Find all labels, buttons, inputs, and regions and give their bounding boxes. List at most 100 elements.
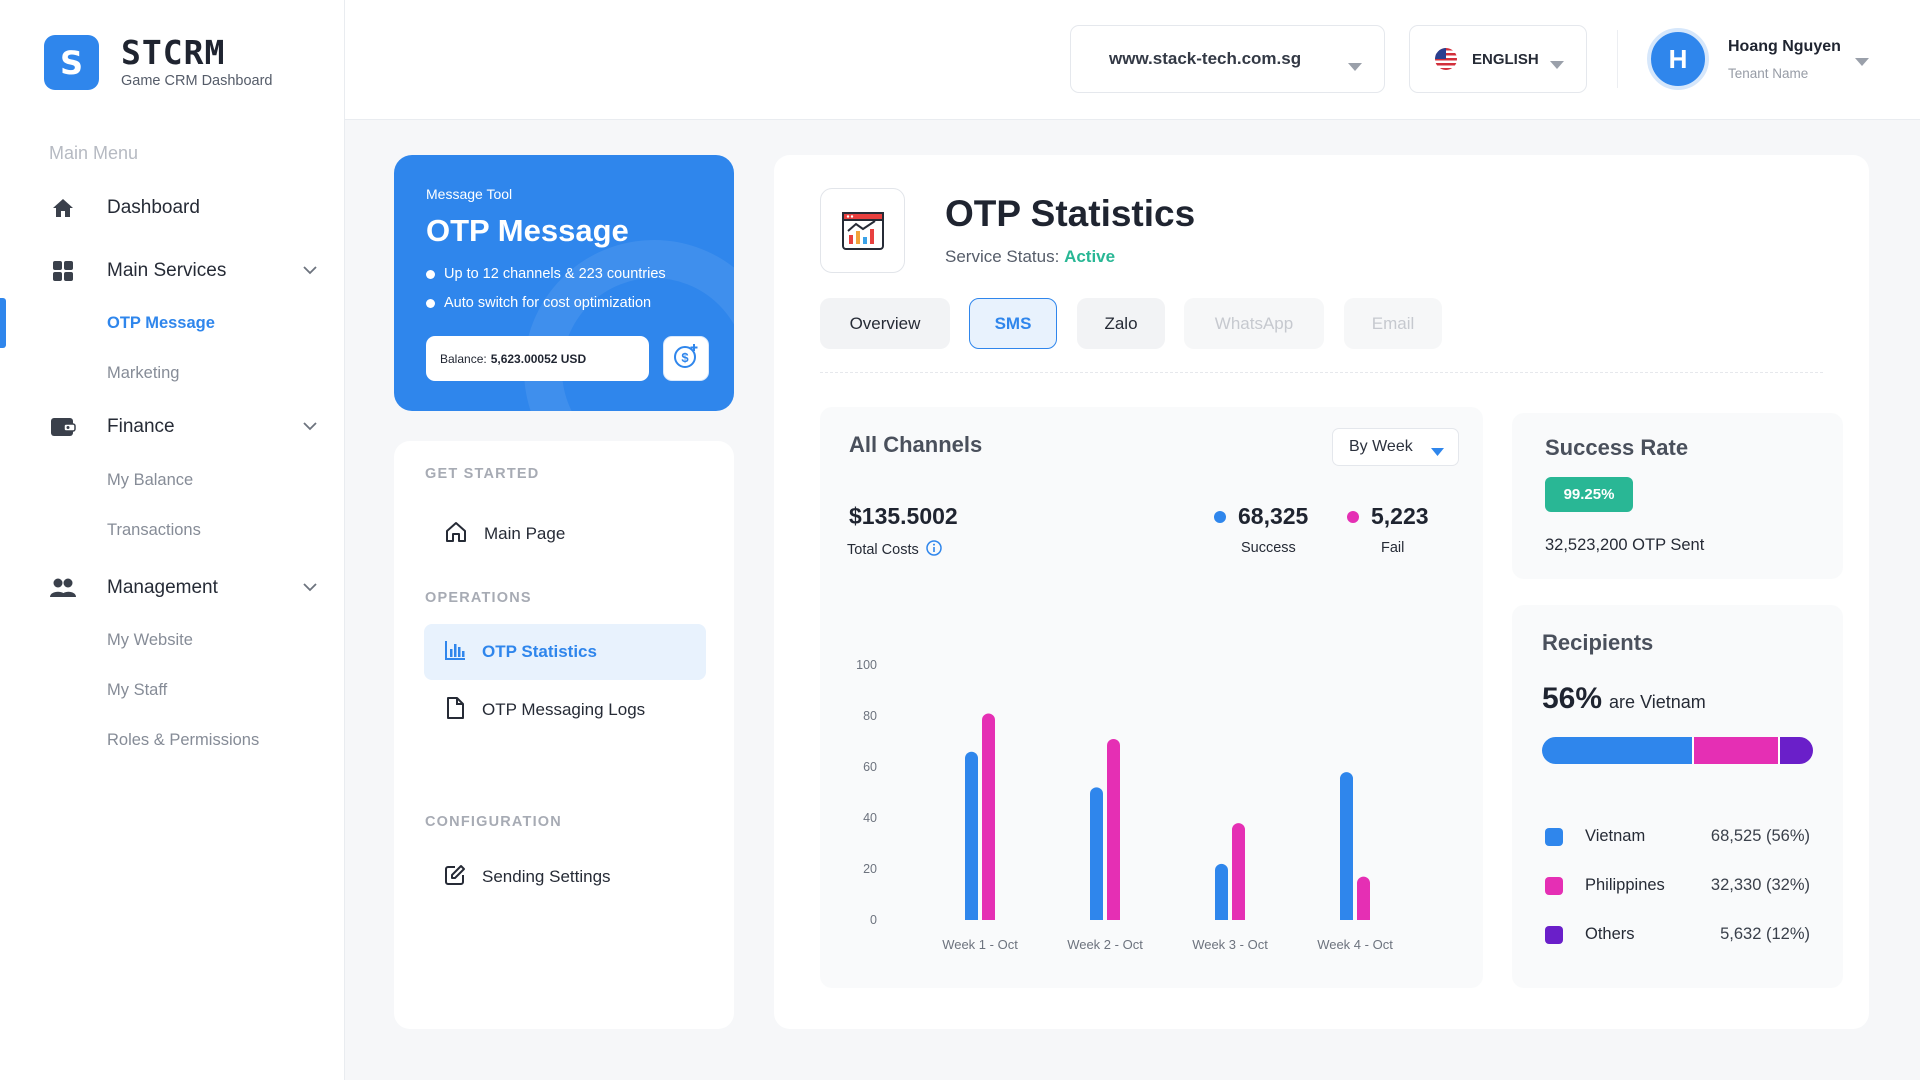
domain-select[interactable]: www.stack-tech.com.sg — [1070, 25, 1385, 93]
x-tick-label: Week 1 - Oct — [942, 937, 1018, 952]
sidebar-item-label: Main Services — [107, 260, 227, 281]
user-menu-caret-icon[interactable] — [1855, 53, 1869, 71]
bar-segment-vietnam — [1542, 737, 1694, 764]
recipients-pct-text: are Vietnam — [1609, 692, 1706, 712]
y-tick-label: 40 — [863, 811, 877, 825]
y-tick-label: 60 — [863, 760, 877, 774]
promo-subtitle: Message Tool — [426, 186, 513, 202]
otp-statistics-card: OTP Statistics Service Status: Active Ov… — [774, 155, 1869, 1029]
info-icon[interactable] — [925, 540, 942, 560]
language-value: ENGLISH — [1472, 50, 1539, 68]
recipients-distribution-bar — [1542, 737, 1813, 764]
page-title: OTP Statistics — [945, 193, 1196, 234]
sidebar-subitem-my-staff[interactable]: My Staff — [107, 681, 168, 699]
country-value: 68,525 (56%) — [1710, 827, 1810, 845]
document-icon — [444, 696, 466, 725]
menu-title: Main Menu — [49, 143, 139, 163]
sidebar-subitem-my-balance[interactable]: My Balance — [107, 471, 194, 489]
user-name: Hoang Nguyen — [1728, 38, 1841, 55]
home-icon — [48, 193, 78, 223]
divider — [820, 372, 1823, 373]
bar-chart-icon — [444, 639, 466, 666]
fail-label: Fail — [1381, 540, 1405, 556]
home-outline-icon — [444, 520, 468, 549]
users-icon — [48, 573, 78, 603]
sidebar-subitem-otp-message[interactable]: OTP Message — [107, 314, 215, 332]
sidebar-item-label: Management — [107, 577, 218, 598]
list-item-others: Others 5,632 (12%) — [1545, 925, 1810, 944]
menu-otp-statistics[interactable]: OTP Statistics — [424, 624, 706, 680]
menu-otp-messaging-logs[interactable]: OTP Messaging Logs — [424, 682, 706, 738]
menu-main-page[interactable]: Main Page — [424, 506, 706, 562]
period-select[interactable]: By Week — [1332, 428, 1459, 466]
tab-overview[interactable]: Overview — [820, 298, 950, 349]
list-item-philippines: Philippines 32,330 (32%) — [1545, 876, 1810, 895]
bar-fail-1 — [982, 713, 995, 920]
sidebar-item-management[interactable]: Management — [48, 573, 318, 603]
menu-sending-settings[interactable]: Sending Settings — [424, 849, 706, 905]
bar-chart: 0 20 40 60 80 100 Week 1 - Oct Week 2 - Oct Week… — [856, 658, 1393, 952]
balance-label: Balance: — [440, 351, 487, 366]
otp-promo-card: Message Tool OTP Message Up to 12 channe… — [394, 155, 734, 411]
bar-fail-2 — [1107, 738, 1120, 920]
sidebar-subitem-my-website[interactable]: My Website — [107, 631, 193, 649]
legend-dot-success — [1214, 510, 1226, 523]
total-costs-label: Total Costs — [847, 540, 942, 560]
section-operations: OPERATIONS — [425, 590, 532, 606]
avatar[interactable]: H — [1647, 28, 1709, 90]
chevron-down-icon[interactable] — [302, 579, 318, 600]
language-select[interactable]: ENGLISH — [1409, 25, 1587, 93]
y-tick-label: 0 — [870, 913, 877, 927]
menu-label: OTP Statistics — [482, 642, 597, 661]
status-label: Service Status: — [945, 247, 1060, 266]
bar-success-2 — [1090, 787, 1103, 920]
total-costs-value: $135.5002 — [849, 503, 958, 529]
list-item-vietnam: Vietnam 68,525 (56%) — [1545, 827, 1810, 846]
tab-whatsapp[interactable]: WhatsApp — [1184, 298, 1324, 349]
success-rate-badge: 99.25% — [1545, 477, 1633, 512]
country-name: Others — [1585, 925, 1635, 943]
chevron-down-icon[interactable] — [302, 262, 318, 283]
promo-title: OTP Message — [426, 213, 629, 248]
tab-email[interactable]: Email — [1344, 298, 1442, 349]
panel-title: All Channels — [849, 432, 983, 457]
add-balance-button[interactable]: $ — [663, 336, 709, 381]
x-tick-label: Week 2 - Oct — [1067, 937, 1143, 952]
sidebar-subitem-roles-permissions[interactable]: Roles & Permissions — [107, 731, 260, 749]
country-value: 32,330 (32%) — [1710, 876, 1810, 894]
legend-dot-fail — [1347, 510, 1359, 523]
top-header: www.stack-tech.com.sg ENGLISH — [345, 0, 1920, 120]
sidebar-subitem-transactions[interactable]: Transactions — [107, 521, 201, 539]
sidebar: S STCRM Game CRM Dashboard Main Menu Das… — [0, 0, 345, 1080]
fail-value: 5,223 — [1371, 503, 1429, 529]
otp-left-menu: GET STARTED Main Page OPERATIONS OTP Sta… — [394, 441, 734, 1029]
y-tick-label: 20 — [863, 862, 877, 876]
chevron-down-icon[interactable] — [302, 418, 318, 439]
sidebar-item-dashboard[interactable]: Dashboard — [48, 193, 318, 223]
status-badge: Active — [1064, 247, 1116, 266]
menu-label: Sending Settings — [482, 867, 611, 886]
service-status: Service Status: Active — [945, 247, 1115, 267]
section-configuration: CONFIGURATION — [425, 814, 562, 830]
coin-plus-icon: $ — [672, 342, 700, 375]
card-title: Recipients — [1542, 630, 1654, 655]
grid-icon — [48, 256, 78, 286]
recipients-headline: 56% are Vietnam — [1542, 682, 1706, 716]
otp-sent-count: 32,523,200 OTP Sent — [1545, 536, 1705, 554]
tab-sms[interactable]: SMS — [969, 298, 1057, 349]
sidebar-item-main-services[interactable]: Main Services — [48, 256, 318, 286]
legend-swatch — [1545, 876, 1563, 895]
sidebar-subitem-marketing[interactable]: Marketing — [107, 364, 180, 382]
bar-success-1 — [965, 751, 978, 920]
success-value: 68,325 — [1238, 503, 1309, 529]
country-value: 5,632 (12%) — [1720, 925, 1810, 943]
success-kpi: 68,325 — [1214, 503, 1308, 530]
tab-zalo[interactable]: Zalo — [1077, 298, 1165, 349]
statistics-illustration-icon — [820, 188, 905, 273]
success-rate-card: Success Rate 99.25% 32,523,200 OTP Sent — [1512, 413, 1843, 579]
caret-down-icon — [1348, 56, 1362, 76]
brand-logo[interactable]: S STCRM Game CRM Dashboard — [44, 35, 273, 90]
y-tick-label: 100 — [856, 658, 877, 672]
x-tick-label: Week 3 - Oct — [1192, 937, 1268, 952]
sidebar-item-finance[interactable]: Finance — [48, 412, 318, 442]
